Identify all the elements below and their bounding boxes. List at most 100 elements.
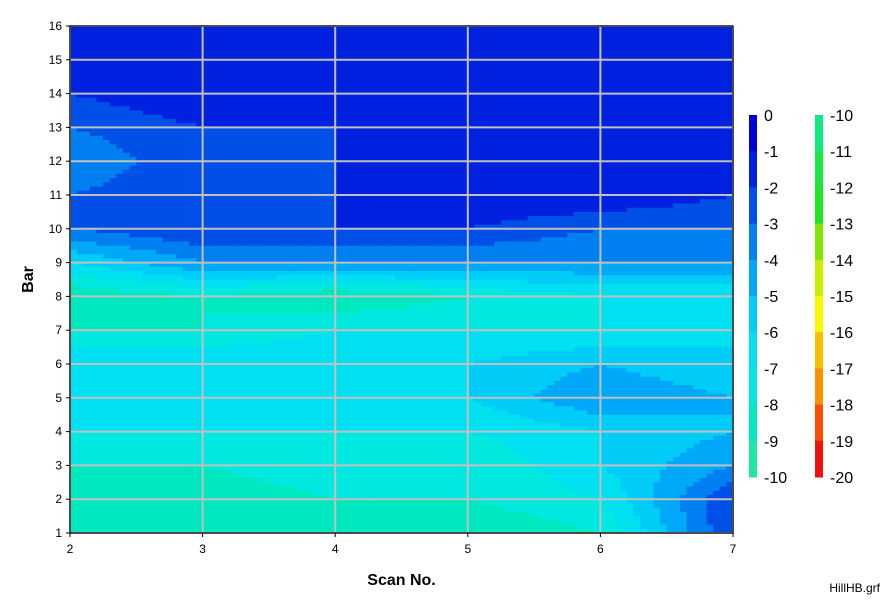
contour-cell [96,148,104,154]
contour-cell [123,524,131,530]
contour-cell [295,511,303,517]
contour-cell [255,262,263,268]
contour-cell [89,520,98,526]
contour-cell [76,93,84,99]
contour-cell [255,249,263,255]
contour-cell [335,47,343,52]
contour-cell [129,380,137,386]
contour-cell [302,448,310,454]
contour-cell [315,233,323,238]
contour-cell [295,89,303,95]
contour-cell [268,444,277,450]
contour-cell [202,490,210,496]
contour-cell [162,152,171,158]
contour-cell [162,190,171,196]
contour-cell [189,300,197,306]
contour-cell [321,490,330,496]
contour-cell [89,406,98,412]
contour-cell [109,266,118,272]
contour-cell [189,406,197,412]
contour-cell [89,330,98,336]
contour-cell [295,228,303,234]
contour-cell [295,156,303,162]
contour-cell [215,233,224,238]
contour-cell [295,410,303,416]
contour-cell [195,135,204,141]
contour-cell [89,528,98,534]
contour-cell [89,304,98,310]
contour-cell [129,144,137,150]
contour-cell [308,258,316,264]
contour-cell [249,118,257,124]
contour-cell [229,26,237,31]
contour-cell [162,435,171,441]
contour-cell [162,123,171,128]
contour-cell [282,410,290,416]
contour-cell [288,469,297,475]
contour-cell [262,499,270,505]
contour-cell [222,42,230,48]
contour-cell [268,110,277,116]
contour-cell [295,461,303,466]
contour-cell [321,431,330,437]
contour-cell [242,207,250,213]
contour-cell [70,123,78,128]
contour-cell [83,106,91,112]
contour-cell [83,30,91,36]
contour-cell [142,444,151,450]
contour-cell [235,118,243,124]
contour-cell [182,435,190,441]
contour-cell [169,169,177,175]
contour-cell [222,190,230,196]
contour-cell [129,309,137,314]
contour-cell [176,300,184,306]
contour-cell [76,106,84,112]
contour-cell [321,410,330,416]
contour-cell [215,203,224,209]
contour-cell [109,359,118,365]
contour-cell [116,220,124,226]
contour-cell [176,224,184,230]
contour-cell [315,89,323,95]
contour-cell [70,461,78,466]
contour-cell [116,309,124,314]
contour-cell [262,423,270,428]
contour-cell [308,114,316,120]
contour-cell [103,469,111,475]
contour-cell [209,309,217,314]
contour-cell [282,34,290,40]
contour-cell [275,431,283,437]
contour-cell [149,368,157,374]
contour-cell [136,266,144,272]
contour-cell [315,292,323,297]
contour-cell [96,38,104,44]
contour-cell [162,271,171,276]
contour-cell [103,490,111,496]
contour-cell [89,490,98,496]
contour-cell [202,72,210,78]
contour-cell [249,313,257,319]
contour-cell [129,524,137,530]
contour-cell [142,72,151,78]
contour-cell [96,271,104,276]
contour-cell [262,237,270,243]
contour-cell [89,131,98,137]
contour-cell [76,42,84,48]
contour-cell [96,106,104,112]
contour-cell [249,140,257,145]
contour-cell [328,516,336,521]
contour-cell [96,389,104,395]
contour-cell [268,296,277,302]
contour-cell [169,494,177,500]
contour-cell [302,359,310,365]
contour-cell [295,376,303,382]
contour-cell [189,110,197,116]
contour-cell [109,456,118,462]
contour-cell [142,156,151,162]
contour-cell [215,503,224,509]
contour-cell [302,59,310,65]
contour-cell [255,110,263,116]
contour-cell [176,410,184,416]
contour-cell [302,313,310,319]
contour-cell [242,195,250,200]
